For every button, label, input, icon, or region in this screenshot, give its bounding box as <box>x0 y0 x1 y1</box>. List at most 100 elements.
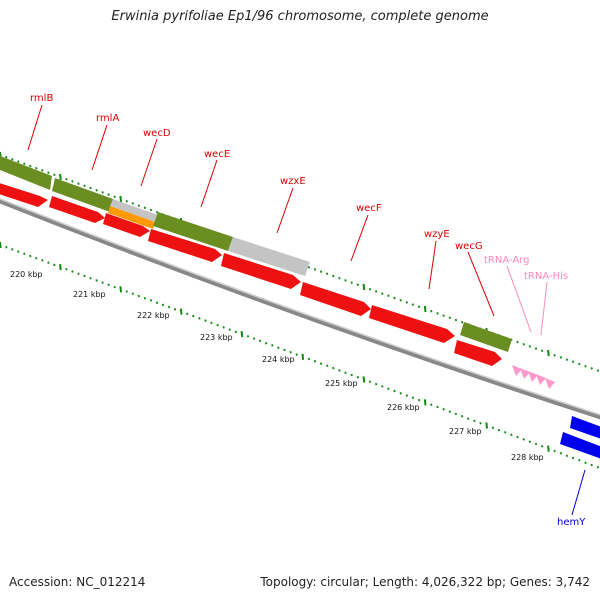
major-tick <box>179 308 183 315</box>
trna-arrow[interactable] <box>528 371 538 382</box>
minor-tick <box>216 323 219 327</box>
minor-tick <box>381 385 384 388</box>
gene-label-hemY[interactable]: hemY <box>557 517 586 528</box>
feature-bar[interactable] <box>228 237 310 276</box>
minor-tick <box>47 261 50 264</box>
gene-label-wecG[interactable]: wecG <box>455 241 483 252</box>
minor-tick <box>522 342 525 346</box>
scale-label: 223 kbp <box>200 333 233 342</box>
minor-tick <box>368 287 372 291</box>
minor-tick <box>332 274 335 278</box>
trna-arrow[interactable] <box>512 365 522 376</box>
cds-arrow[interactable] <box>369 305 455 343</box>
minor-tick <box>454 412 458 416</box>
accession-text: Accession: NC_012214 <box>9 575 146 589</box>
major-tick <box>119 195 122 203</box>
gene-label-wecE[interactable]: wecE <box>204 149 230 160</box>
scale-label: 220 kbp <box>10 270 43 279</box>
minor-tick <box>332 366 335 370</box>
minor-tick <box>125 290 128 293</box>
minor-tick <box>497 428 501 432</box>
minor-tick <box>510 433 513 436</box>
gene-label-trna-his[interactable]: tRNA-His <box>524 271 568 282</box>
cds-arrow-blue[interactable] <box>560 432 600 462</box>
minor-tick <box>11 158 14 161</box>
minor-tick <box>578 459 581 462</box>
minor-tick <box>252 337 256 340</box>
inner-tick-track <box>0 241 600 469</box>
cds-track <box>0 180 502 366</box>
genome-summary-text: Topology: circular; Length: 4,026,322 bp… <box>260 575 590 589</box>
trna-arrow[interactable] <box>536 374 546 385</box>
minor-tick <box>436 405 439 409</box>
trna-arrow[interactable] <box>545 378 555 389</box>
major-tick <box>547 445 550 452</box>
minor-tick <box>405 394 408 397</box>
minor-tick <box>155 210 159 214</box>
cds-arrow[interactable] <box>49 196 105 223</box>
minor-tick <box>338 369 341 372</box>
cds-arrow[interactable] <box>103 213 150 237</box>
feature-bar[interactable] <box>52 178 113 212</box>
cds-arrow[interactable] <box>221 253 301 289</box>
minor-tick <box>83 274 86 278</box>
gene-label-wzyE[interactable]: wzyE <box>424 229 450 240</box>
minor-tick <box>65 177 68 181</box>
cds-arrow-blue[interactable] <box>570 416 600 442</box>
minor-tick <box>319 270 323 273</box>
feature-bar[interactable] <box>153 212 233 251</box>
feature-bar[interactable] <box>108 206 155 229</box>
major-tick <box>362 376 366 383</box>
minor-tick <box>65 268 68 271</box>
minor-tick <box>326 272 329 276</box>
scale-label: 228 kbp <box>511 453 544 462</box>
minor-tick <box>578 362 581 366</box>
minor-tick <box>565 454 569 457</box>
gene-label-rmlB[interactable]: rmlB <box>30 93 53 104</box>
minor-tick <box>198 317 201 320</box>
minor-tick <box>491 426 495 430</box>
gene-label-rmlA[interactable]: rmlA <box>96 113 119 124</box>
minor-tick <box>387 387 390 390</box>
cds-arrow[interactable] <box>300 282 371 316</box>
minor-tick <box>417 305 421 309</box>
minor-tick <box>125 199 128 203</box>
minor-tick <box>307 265 311 269</box>
minor-tick <box>265 341 268 345</box>
minor-tick <box>167 305 171 309</box>
minor-tick <box>442 314 445 317</box>
minor-tick <box>479 421 482 425</box>
minor-tick <box>71 270 74 273</box>
minor-tick <box>186 312 189 316</box>
gene-label-trna-arg[interactable]: tRNA-Arg <box>484 255 529 266</box>
minor-tick <box>83 184 86 188</box>
feature-bar[interactable] <box>460 322 512 352</box>
minor-tick <box>113 195 116 199</box>
minor-tick <box>368 380 372 384</box>
minor-tick <box>344 371 347 374</box>
gene-label-wecF[interactable]: wecF <box>356 203 382 214</box>
minor-tick <box>559 452 562 455</box>
minor-tick <box>271 344 274 347</box>
cds-arrow[interactable] <box>148 229 222 262</box>
minor-tick <box>313 360 317 363</box>
minor-tick <box>5 155 8 159</box>
cds-arrow[interactable] <box>0 180 48 207</box>
minor-tick <box>95 279 98 282</box>
minor-tick <box>460 414 464 418</box>
gene-label-wzxE[interactable]: wzxE <box>280 176 306 187</box>
feature-bar[interactable] <box>110 199 158 222</box>
trna-arrow[interactable] <box>520 368 530 379</box>
minor-tick <box>381 292 384 295</box>
minor-tick <box>53 263 56 267</box>
minor-tick <box>454 318 458 322</box>
cds-arrow[interactable] <box>454 340 502 366</box>
feature-bar[interactable] <box>0 152 52 190</box>
major-tick <box>423 399 427 406</box>
minor-tick <box>155 301 159 304</box>
minor-tick <box>473 419 476 423</box>
minor-tick <box>47 171 50 174</box>
gene-label-wecD[interactable]: wecD <box>143 128 171 139</box>
minor-tick <box>467 417 470 420</box>
